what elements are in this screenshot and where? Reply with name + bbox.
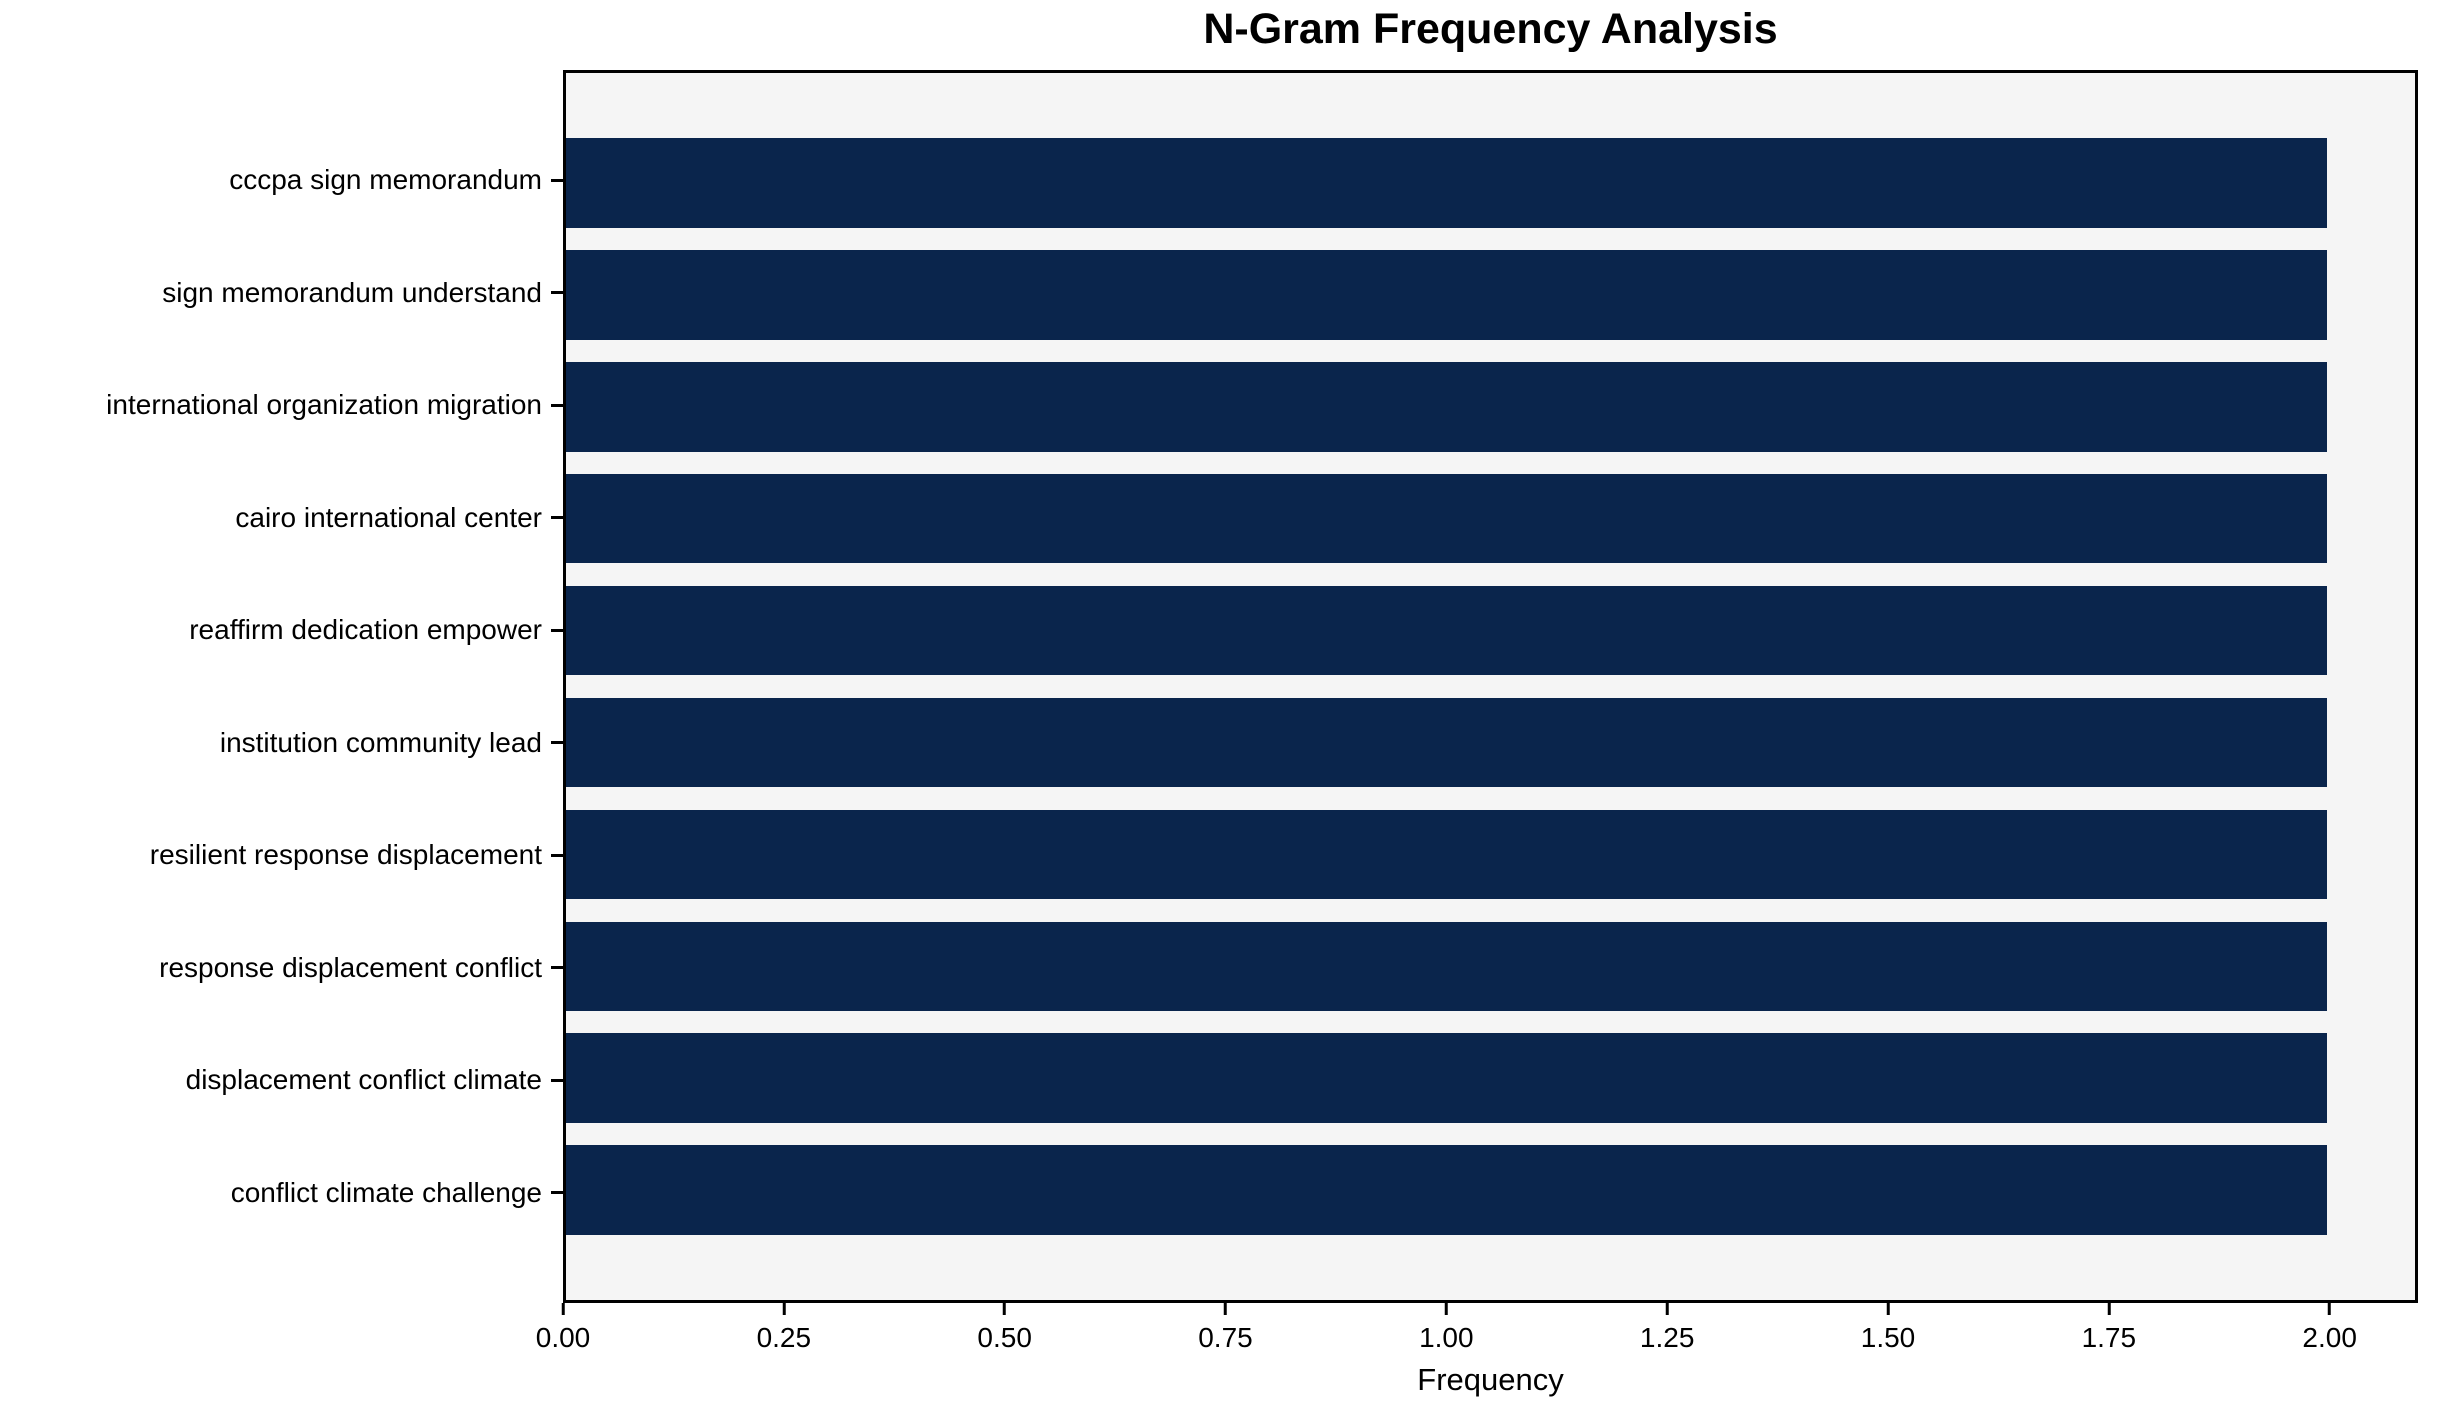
x-axis-label: Frequency [1417,1362,1564,1397]
bar-row [566,798,2415,910]
x-tick-label: 1.00 [1419,1322,1474,1353]
y-tick-row: displacement conflict climate [0,1024,563,1137]
y-tick-mark [551,178,563,182]
y-tick-label: cairo international center [235,501,542,533]
bar-row [566,1022,2415,1134]
y-tick-label: sign memorandum understand [162,276,542,308]
y-tick-row: international organization migration [0,349,563,462]
y-tick-mark [551,1191,563,1195]
x-tick: 1.50 [1860,1303,1916,1354]
y-tick-row: response displacement conflict [0,912,563,1025]
x-tick-mark [2107,1303,2111,1315]
x-tick-mark [1886,1303,1890,1315]
bar [566,138,2327,228]
bar [566,473,2327,564]
y-tick-row: cairo international center [0,462,563,575]
chart-title: N-Gram Frequency Analysis [1203,5,1778,53]
bar [566,809,2327,900]
x-tick-mark [782,1303,786,1315]
x-tick-label: 0.50 [977,1322,1032,1353]
y-tick-mark [551,403,563,407]
x-tick: 0.25 [756,1303,812,1354]
y-tick-row: institution community lead [0,687,563,800]
bar [566,697,2327,788]
bar-row [566,351,2415,463]
y-tick-mark [551,1078,563,1082]
x-axis-ticks: 0.00 0.25 0.50 0.75 1.00 1.25 1.50 1.75 … [536,1303,2418,1373]
x-tick-label: 0.75 [1198,1322,1253,1353]
bar [566,1145,2327,1235]
x-tick-label: 1.50 [1860,1322,1916,1353]
bar [566,921,2327,1012]
bar [566,585,2327,676]
x-tick-label: 1.75 [2081,1322,2137,1353]
bar-row [566,575,2415,687]
y-tick-row: conflict climate challenge [0,1137,563,1250]
y-tick-row: reaffirm dedication empower [0,574,563,687]
x-tick: 0.00 [535,1303,591,1354]
x-tick-label: 1.25 [1639,1322,1695,1353]
y-tick-label: cccpa sign memorandum [229,164,542,196]
x-tick-mark [2328,1303,2332,1315]
plot-area [563,70,2418,1303]
y-tick-row: resilient response displacement [0,799,563,912]
x-tick-mark [1444,1303,1448,1315]
x-tick-mark [561,1303,565,1315]
y-tick-label: reaffirm dedication empower [189,614,542,646]
y-tick-mark [551,741,563,745]
y-tick-mark [551,628,563,632]
x-tick: 2.00 [2302,1303,2357,1354]
y-tick-label: displacement conflict climate [185,1064,542,1096]
bar [566,250,2327,340]
x-tick: 0.50 [977,1303,1032,1354]
x-tick-label: 2.00 [2302,1322,2357,1353]
x-tick: 0.75 [1198,1303,1253,1354]
y-tick-label: institution community lead [219,726,542,758]
x-tick-label: 0.00 [535,1322,591,1353]
y-tick-label: international organization migration [106,389,542,421]
bar [566,1033,2327,1123]
bar-row [566,463,2415,575]
x-tick-label: 0.25 [756,1322,812,1353]
y-tick-mark [551,966,563,970]
bars-container [566,73,2415,1300]
x-tick-mark [1223,1303,1227,1315]
bar-row [566,239,2415,351]
x-tick-mark [1665,1303,1669,1315]
x-tick-mark [1003,1303,1007,1315]
y-tick-label: response displacement conflict [159,951,542,983]
y-tick-row: sign memorandum understand [0,237,563,350]
y-tick-label: resilient response displacement [149,839,542,871]
bar-row [566,910,2415,1022]
bar [566,362,2327,452]
y-tick-label: conflict climate challenge [230,1176,542,1208]
y-tick-mark [551,516,563,520]
y-tick-row: cccpa sign memorandum [0,124,563,237]
y-tick-mark [551,291,563,295]
bar-row [566,127,2415,239]
bar-row [566,687,2415,799]
y-tick-mark [551,853,563,857]
x-tick: 1.75 [2081,1303,2137,1354]
bar-row [566,1134,2415,1246]
x-tick: 1.00 [1419,1303,1474,1354]
x-tick: 1.25 [1639,1303,1695,1354]
y-axis-labels: cccpa sign memorandum sign memorandum un… [0,70,563,1303]
